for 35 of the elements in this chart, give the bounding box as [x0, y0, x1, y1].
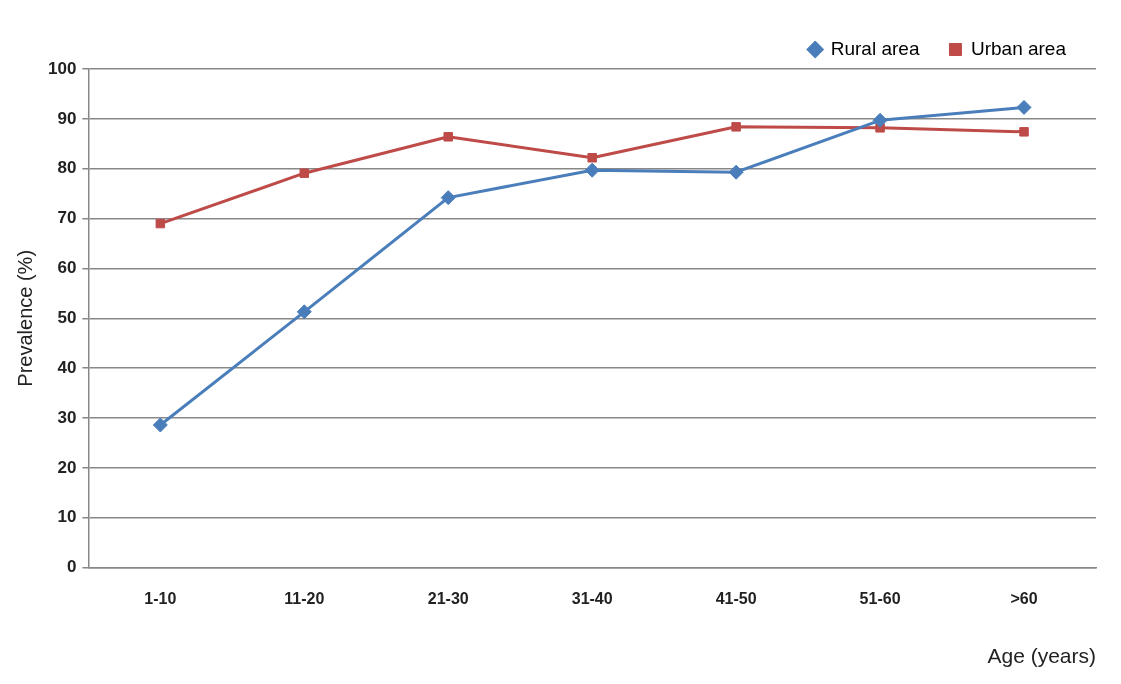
y-tick-label: 0 — [66, 557, 77, 577]
point — [296, 304, 312, 320]
y-tick-label: 60 — [57, 258, 77, 278]
x-tick-label: 31-40 — [571, 589, 613, 607]
point — [731, 122, 741, 132]
y-tick-label: 30 — [57, 407, 77, 427]
legend-label: Urban area — [970, 37, 1067, 59]
point — [155, 218, 166, 229]
y-tick-label: 50 — [57, 307, 77, 327]
point — [872, 112, 888, 128]
y-axis-title: Prevalence (%) — [13, 249, 36, 387]
y-tick-label: 80 — [57, 158, 77, 178]
x-tick-label: 1-10 — [144, 589, 177, 607]
point — [584, 162, 600, 178]
point — [728, 164, 744, 180]
y-tick-label: 20 — [57, 457, 77, 477]
x-tick-label: >60 — [1010, 589, 1038, 607]
x-tick-label: 11-20 — [284, 589, 325, 607]
point — [587, 153, 597, 163]
y-tick-label: 90 — [57, 108, 77, 128]
x-tick-label: 41-50 — [715, 589, 757, 607]
y-tick-label: 70 — [57, 208, 77, 228]
point — [1016, 99, 1032, 115]
legend-label: Rural area — [830, 37, 920, 59]
x-tick-label: 51-60 — [859, 589, 901, 607]
y-tick-label: 40 — [57, 357, 77, 377]
x-axis-title: Age (years) — [987, 644, 1096, 668]
x-tick-label: 21-30 — [427, 589, 469, 607]
point — [443, 132, 453, 142]
point — [299, 168, 310, 178]
y-tick-label: 10 — [57, 507, 77, 527]
point — [152, 417, 168, 433]
point — [440, 190, 456, 206]
point — [1019, 127, 1029, 137]
y-tick-label: 100 — [47, 58, 77, 78]
